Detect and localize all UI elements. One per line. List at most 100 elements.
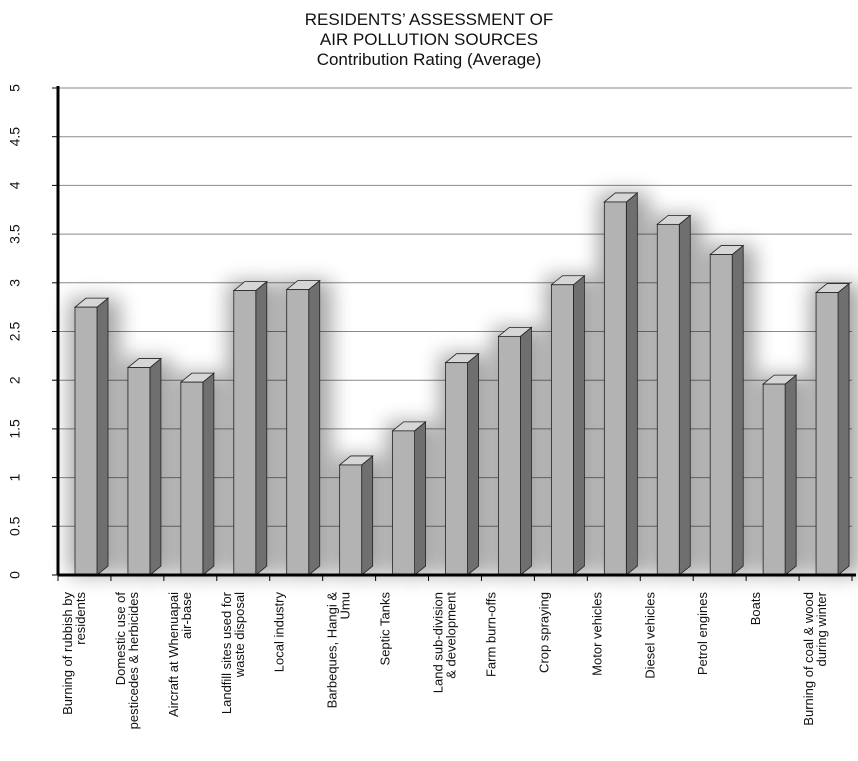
x-category-label-line: & development (444, 592, 459, 679)
y-tick-label: 4 (7, 181, 23, 189)
y-tick-labels: 0 0.5 1 1.5 2 2.5 3 3.5 4 4.5 5 (7, 84, 23, 579)
y-tick-label: 1 (7, 473, 23, 481)
bar (497, 326, 533, 576)
bar (232, 280, 268, 576)
bar-front (656, 223, 680, 576)
x-category-label-line: Motor vehicles (589, 592, 604, 676)
y-tick-label: 3.5 (7, 224, 23, 244)
x-category-label: Crop spraying (536, 592, 551, 673)
axes (52, 86, 856, 581)
x-category-label: Landfill sites used forwaste disposal (219, 591, 247, 714)
x-category-label: Burning of rubbish byresidents (60, 592, 88, 715)
bar-front (286, 289, 310, 576)
x-category-label-line: Burning of rubbish by (60, 592, 75, 715)
bar-front (127, 367, 151, 576)
bar (550, 274, 586, 576)
y-tick-label: 5 (7, 84, 23, 92)
bar (391, 421, 427, 576)
x-category-label-line: Crop spraying (536, 592, 551, 673)
y-tick-label: 3 (7, 279, 23, 287)
chart-subtitle: Contribution Rating (Average) (316, 50, 542, 69)
bar (814, 282, 851, 576)
y-tick-label: 4.5 (7, 127, 23, 147)
bar-side (625, 192, 638, 576)
x-category-label: Land sub-division& development (431, 592, 459, 694)
x-category-label: Barbeques, Hangi &Umu (325, 592, 353, 709)
bar-front (339, 464, 363, 576)
bar (709, 244, 745, 576)
bar-side (573, 274, 585, 576)
bar-side (467, 352, 479, 576)
bar-side (837, 282, 850, 576)
bar (179, 372, 215, 576)
x-category-label-line: Barbeques, Hangi & (325, 592, 340, 709)
bar (73, 297, 110, 576)
x-category-label-line: Burning of coal & wood (801, 592, 816, 726)
bar-side (784, 374, 797, 576)
x-category-label-line: Local industry (272, 592, 287, 673)
bar-side (96, 297, 109, 576)
bar (603, 192, 639, 576)
x-category-label-line: Boats (748, 592, 763, 626)
x-category-label-line: Petrol engines (695, 592, 710, 676)
bar-front (392, 430, 416, 576)
bar-side (308, 279, 321, 576)
bar-side (520, 326, 532, 576)
x-category-label-line: Domestic use of (113, 592, 128, 686)
x-category-label-line: Land sub-division (431, 592, 446, 693)
x-category-label: Septic Tanks (378, 592, 393, 666)
x-category-label: Burning of coal & woodduring winter (801, 591, 829, 725)
x-category-label-line: Farm burn-offs (483, 592, 498, 678)
x-category-label-line: Aircraft at Whenuapai (166, 592, 181, 717)
y-tick-label: 0 (7, 571, 23, 579)
bar-front (815, 292, 839, 576)
y-tick-label: 0.5 (7, 516, 23, 536)
x-category-label: Diesel vehicles (642, 592, 657, 679)
chart-title-line-1: RESIDENTS’ ASSESSMENT OF (304, 10, 554, 29)
bar (338, 455, 374, 576)
x-category-label: Petrol engines (695, 592, 710, 676)
y-tick-label: 2 (7, 376, 23, 384)
bar-front (233, 290, 257, 576)
bar (444, 352, 480, 576)
x-category-label-line: during winter (814, 591, 829, 666)
x-category-label: Local industry (272, 592, 287, 673)
y-tick-label: 1.5 (7, 419, 23, 439)
bar-front (603, 201, 627, 576)
x-category-label: Domestic use ofpesticedes & herbicides (113, 592, 141, 730)
bar (126, 357, 163, 576)
x-category-label-line: waste disposal (232, 592, 247, 678)
bar-front (180, 381, 204, 576)
x-category-label-line: Landfill sites used for (219, 591, 234, 714)
bar (762, 374, 798, 576)
bar-side (731, 244, 744, 576)
bar-side (361, 455, 374, 576)
bars (73, 192, 851, 576)
bar-side (678, 214, 691, 576)
x-category-label-line: residents (73, 592, 88, 645)
x-category-label-line: Diesel vehicles (642, 592, 657, 679)
bar-front (551, 284, 574, 576)
x-category-label: Boats (748, 592, 763, 626)
y-tick-label: 2.5 (7, 322, 23, 342)
bar-front (709, 254, 733, 576)
bar-side (255, 280, 268, 576)
x-category-label-line: pesticedes & herbicides (126, 592, 141, 730)
chart-title-line-2: AIR POLLUTION SOURCES (319, 30, 539, 49)
bar-front (762, 383, 786, 576)
bar-front (74, 306, 98, 576)
bar-side (202, 372, 215, 576)
bar-front (445, 362, 468, 576)
bar-front (498, 335, 521, 576)
x-category-label: Aircraft at Whenuapaiair-base (166, 592, 194, 717)
x-category-label: Motor vehicles (589, 592, 604, 676)
x-category-label-line: Septic Tanks (378, 592, 393, 666)
x-category-label: Farm burn-offs (483, 592, 498, 678)
x-category-label-line: air-base (179, 592, 194, 639)
bar-side (414, 421, 427, 576)
bar (285, 279, 321, 576)
bar-side (149, 357, 162, 576)
x-category-label-line: Umu (338, 592, 353, 619)
bar (656, 214, 692, 576)
